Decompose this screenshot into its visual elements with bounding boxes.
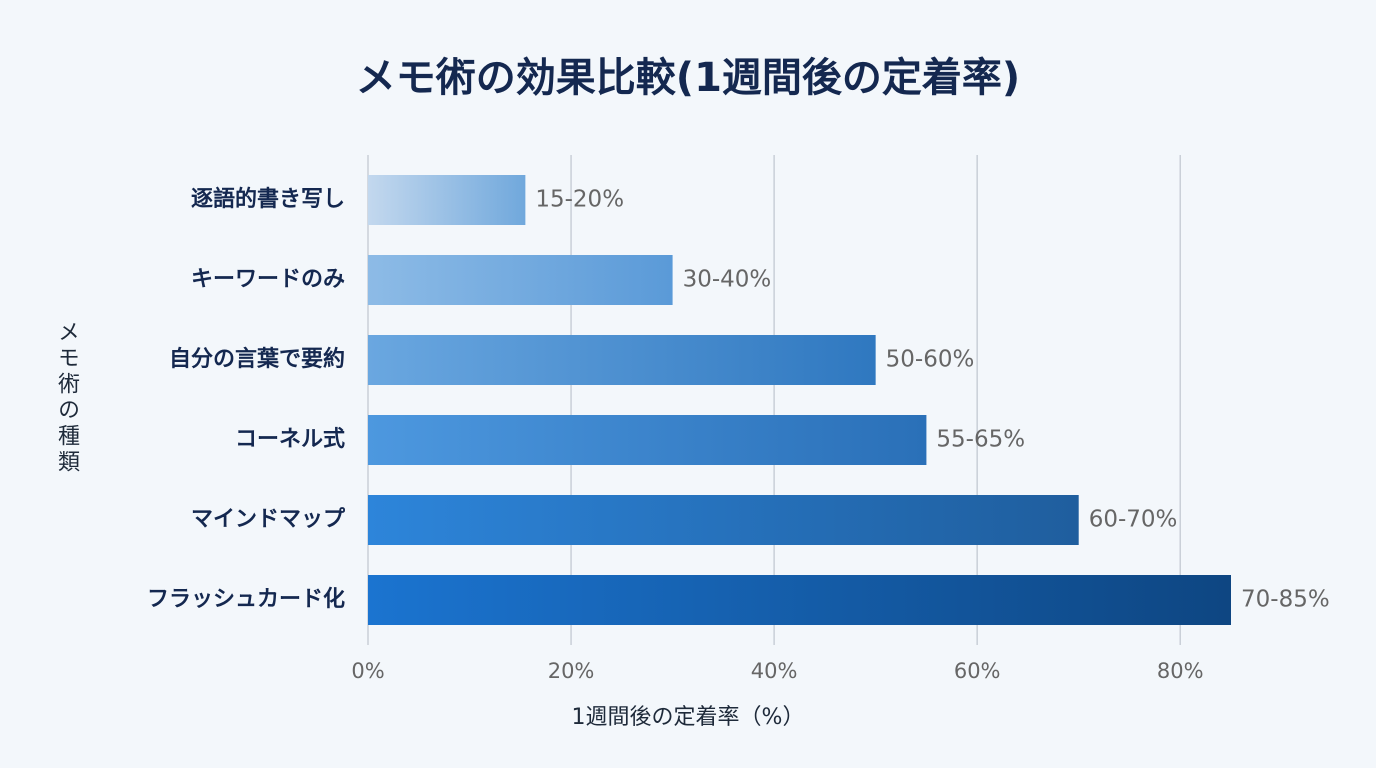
value-label: 50-60% (886, 347, 975, 373)
category-label: コーネル式 (235, 427, 345, 452)
bar (368, 255, 673, 305)
bar (368, 175, 526, 225)
bar (368, 575, 1231, 625)
category-label: 自分の言葉で要約 (169, 346, 345, 372)
value-label: 55-65% (936, 427, 1025, 453)
value-label: 15-20% (535, 187, 624, 213)
x-tick-label: 20% (548, 659, 595, 683)
category-label: マインドマップ (191, 507, 346, 532)
x-tick-label: 80% (1157, 659, 1204, 683)
category-label: キーワードのみ (191, 267, 345, 292)
bar (368, 415, 927, 465)
category-label: 逐語的書き写し (191, 186, 345, 212)
value-label: 70-85% (1241, 587, 1330, 613)
x-axis-title: 1週間後の定着率（%） (572, 705, 805, 730)
value-label: 60-70% (1089, 507, 1178, 533)
value-label: 30-40% (683, 267, 772, 293)
x-tick-label: 0% (351, 659, 384, 683)
y-axis-title: メモ術の種類 (54, 320, 80, 476)
x-tick-label: 60% (954, 659, 1001, 683)
bar (368, 495, 1079, 545)
bar (368, 335, 876, 385)
chart-title: メモ術の効果比較(1週間後の定着率) (356, 55, 1020, 101)
x-tick-label: 40% (751, 659, 798, 683)
category-label: フラッシュカード化 (147, 586, 345, 612)
